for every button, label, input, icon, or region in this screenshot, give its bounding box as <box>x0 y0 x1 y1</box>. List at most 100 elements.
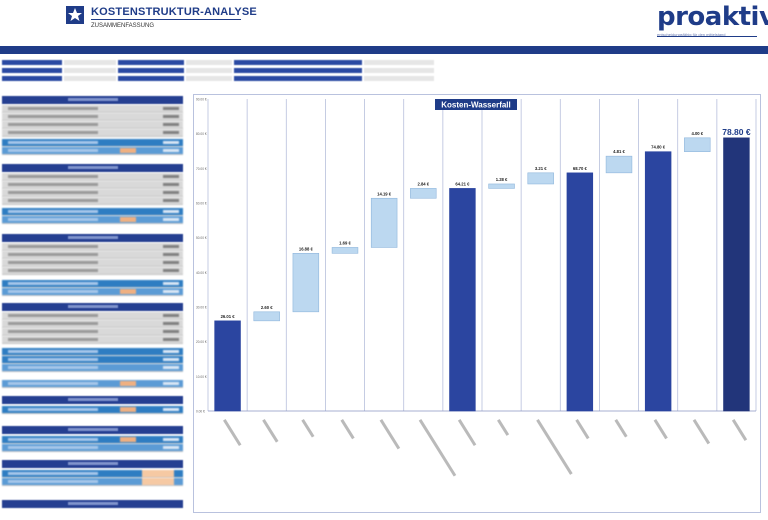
waterfall-bar <box>292 253 320 313</box>
table-row[interactable] <box>2 312 183 320</box>
table-row[interactable] <box>2 243 183 251</box>
data-label: 4.00 € <box>691 131 703 136</box>
table-row[interactable] <box>2 129 183 137</box>
brand-logo: proaktiv <box>657 2 768 32</box>
table-row-subtotal[interactable] <box>2 380 183 388</box>
category-label <box>731 419 748 441</box>
waterfall-bar <box>527 172 554 185</box>
info-label <box>234 60 362 65</box>
table-row[interactable] <box>2 121 183 129</box>
title-divider <box>91 19 241 20</box>
info-label <box>2 60 62 65</box>
table-row[interactable] <box>2 267 183 275</box>
category-label <box>223 419 242 447</box>
info-label <box>118 76 184 81</box>
info-value <box>364 60 434 65</box>
table-row-subtotal[interactable] <box>2 406 183 414</box>
table-row-subtotal[interactable] <box>2 436 183 444</box>
table-row-subtotal[interactable] <box>2 478 183 486</box>
table-row-subtotal[interactable] <box>2 470 183 478</box>
section-header <box>2 460 183 468</box>
waterfall-bar <box>684 137 711 152</box>
section-header <box>2 234 183 242</box>
info-label <box>2 68 62 73</box>
info-value <box>186 76 232 81</box>
section-header <box>2 396 183 404</box>
table-row[interactable] <box>2 189 183 197</box>
table-row[interactable] <box>2 181 183 189</box>
table-row[interactable] <box>2 197 183 205</box>
table-row-subtotal[interactable] <box>2 356 183 364</box>
section-header <box>2 303 183 311</box>
waterfall-chart: 0.00 € 10.00 € 20.00 € 30.00 € 40.00 € 50.00 … <box>193 94 761 513</box>
data-label: 14.19 € <box>377 191 392 196</box>
info-value <box>64 68 116 73</box>
table-row[interactable] <box>2 336 183 344</box>
category-label <box>379 419 401 450</box>
table-row[interactable] <box>2 320 183 328</box>
waterfall-bar <box>449 188 476 412</box>
waterfall-bar <box>370 197 398 248</box>
table-row-subtotal[interactable] <box>2 216 183 224</box>
info-summary-block <box>0 58 440 86</box>
data-label: 16.88 € <box>299 246 314 251</box>
info-value <box>364 68 434 73</box>
company-logo-icon <box>66 6 84 24</box>
section-header <box>2 500 183 508</box>
data-label: 78.80 € <box>722 127 751 137</box>
waterfall-chart-svg: 0.00 € 10.00 € 20.00 € 30.00 € 40.00 € 50.00 … <box>196 98 757 477</box>
chart-title-box <box>435 99 517 110</box>
y-tick-label: 60.00 € <box>196 202 207 206</box>
info-value <box>186 60 232 65</box>
info-label <box>234 68 362 73</box>
table-row[interactable] <box>2 113 183 121</box>
y-tick-label: 0.00 € <box>196 410 205 414</box>
table-row[interactable] <box>2 328 183 336</box>
waterfall-bar <box>410 188 437 199</box>
category-label <box>418 419 457 477</box>
table-row[interactable] <box>2 173 183 181</box>
y-tick-label: 70.00 € <box>196 167 207 171</box>
table-row-subtotal[interactable] <box>2 139 183 147</box>
chart-title: Kosten-Wasserfall <box>441 101 511 110</box>
table-row-subtotal[interactable] <box>2 364 183 372</box>
y-tick-label: 40.00 € <box>196 271 207 275</box>
info-value <box>64 76 116 81</box>
page-subtitle: ZUSAMMENFASSUNG <box>91 23 155 29</box>
data-label: 64.21 € <box>455 181 470 186</box>
category-label <box>301 419 315 438</box>
data-label: 4.81 € <box>613 149 625 154</box>
info-label <box>118 60 184 65</box>
info-value <box>64 60 116 65</box>
section-header <box>2 96 183 104</box>
info-value <box>186 68 232 73</box>
category-label <box>340 419 355 440</box>
table-row-subtotal[interactable] <box>2 348 183 356</box>
category-label <box>653 419 668 440</box>
category-label <box>536 419 573 475</box>
category-label <box>262 419 279 443</box>
data-label: 68.70 € <box>573 166 588 171</box>
table-row-subtotal[interactable] <box>2 288 183 296</box>
table-row[interactable] <box>2 105 183 113</box>
y-tick-label: 90.00 € <box>196 98 207 102</box>
table-row-subtotal[interactable] <box>2 280 183 288</box>
table-row-subtotal[interactable] <box>2 444 183 452</box>
table-row-subtotal[interactable] <box>2 147 183 155</box>
table-row-subtotal[interactable] <box>2 208 183 216</box>
data-label: 3.21 € <box>535 166 547 171</box>
data-label: 1.69 € <box>339 240 351 245</box>
info-label <box>2 76 62 81</box>
y-tick-label: 20.00 € <box>196 340 207 344</box>
table-row[interactable] <box>2 251 183 259</box>
data-label: 74.80 € <box>651 145 666 150</box>
waterfall-bar <box>644 151 672 412</box>
data-label: 2.84 € <box>417 181 429 186</box>
y-tick-label: 80.00 € <box>196 132 207 136</box>
section-header <box>2 426 183 434</box>
cost-table-panel <box>2 96 183 508</box>
category-label <box>497 418 510 436</box>
section-header <box>2 164 183 172</box>
y-tick-label: 30.00 € <box>196 306 207 310</box>
table-row[interactable] <box>2 259 183 267</box>
